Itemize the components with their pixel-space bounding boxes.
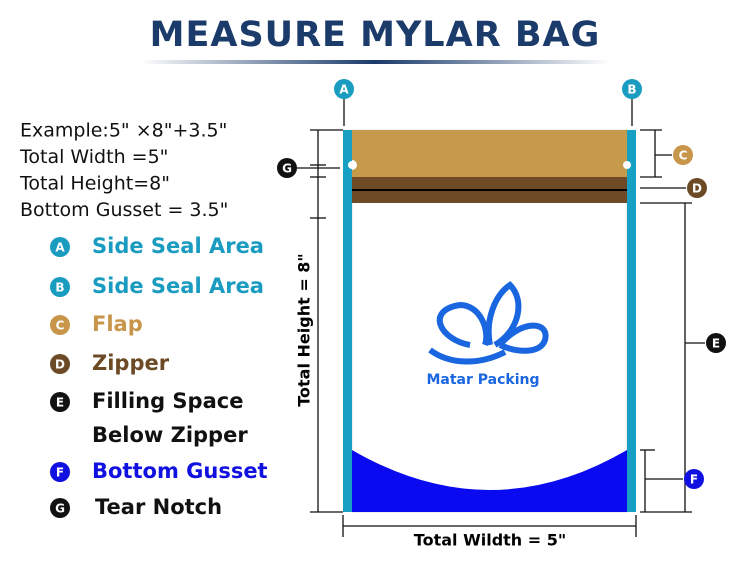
marker-letter: C [679,149,688,163]
tear-notch [348,161,356,169]
badge-letter: F [56,466,64,480]
badge [50,392,70,412]
legend-label: Side Seal Area [92,274,264,298]
marker-letter: B [627,83,636,97]
badge-letter: C [56,319,65,333]
marker-letter: D [692,182,702,196]
badge-letter: E [56,396,64,410]
flap [352,130,627,177]
marker [334,79,354,99]
example-line: Total Height=8" [19,173,170,195]
marker-letter: E [712,337,720,351]
marker [622,79,642,99]
marker-letter: A [339,83,349,97]
logo [428,281,549,365]
badge [50,354,70,374]
example-line: Total Width =5" [19,146,168,168]
marker-letter: G [282,162,292,176]
example-line: Example:5" ×8"+3.5" [20,120,227,142]
badge [50,462,70,482]
height-label: Total Height = 8" [295,253,314,407]
badge [50,498,70,518]
marker [673,145,693,165]
legend-label: Tear Notch [95,495,222,519]
badge-letter: D [55,358,65,372]
legend-label: Flap [92,312,143,336]
dimensions: Total Height = 8" Total Wildth = 5" [295,99,705,550]
side-seal-b [627,130,636,512]
badge [50,277,70,297]
marker [706,333,726,353]
legend-label: Bottom Gusset [92,459,268,483]
badge-letter: B [55,281,64,295]
gusset [352,450,627,512]
width-label: Total Wildth = 5" [414,531,566,550]
bag: Matar Packing [343,129,636,513]
legend-label: Zipper [92,351,170,375]
legend-label: Filling Space [92,389,243,413]
badge [50,315,70,335]
legend-label: Side Seal Area [92,234,264,258]
badge [50,237,70,257]
marker [687,178,707,198]
badge-letter: G [55,502,65,516]
brand: Matar Packing [426,372,539,388]
title: MEASURE MYLAR BAG [150,15,601,55]
marker-letter: F [690,473,698,487]
marker [277,158,297,178]
legend-label: Below Zipper [92,423,248,447]
example-line: Bottom Gusset = 3.5" [20,199,228,221]
badge-letter: A [55,241,65,255]
marker [684,469,704,489]
side-seal-a [343,130,352,512]
title-underline [140,60,610,64]
tear-notch [623,161,631,169]
